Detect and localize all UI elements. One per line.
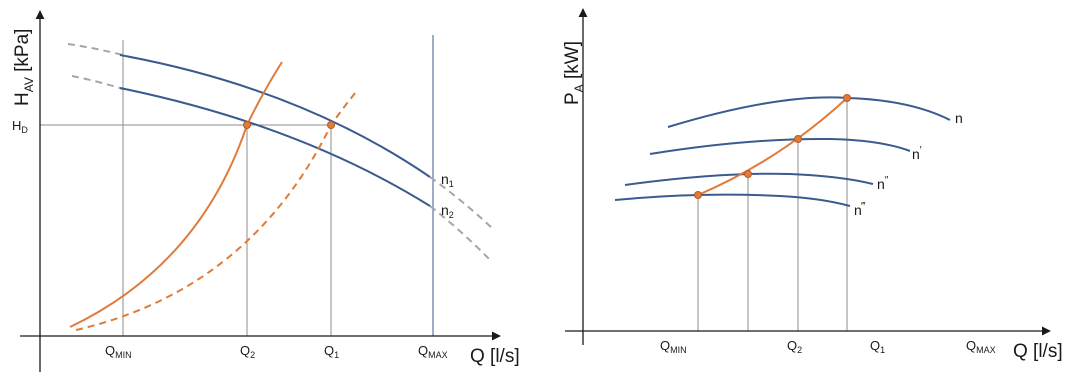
right-tick-q2: Q2	[787, 338, 802, 355]
pump-curve-n1	[119, 54, 431, 178]
right-tick-qmin: QMIN	[660, 338, 687, 355]
left-chart: HAV [kPa] HD QMIN Q2 Q1 QMAX Q [l/s] n1 …	[12, 10, 520, 372]
left-x-axis-title: Q [l/s]	[470, 346, 520, 367]
curve-label-n: n	[955, 110, 963, 126]
n1-extension-right	[429, 176, 493, 229]
system-curve-dashed	[75, 91, 357, 331]
operating-point-q2	[243, 121, 251, 129]
power-curve-n-prime	[649, 137, 911, 155]
n1-extension-left	[67, 43, 124, 56]
curve-label-n-triple: n‴	[854, 201, 866, 218]
n2-extension-right	[429, 205, 493, 263]
hd-label: HD	[12, 118, 28, 135]
power-point-mid	[744, 170, 752, 178]
left-tick-qmin: QMIN	[105, 343, 132, 360]
power-point-q1	[843, 94, 851, 102]
left-tick-q2: Q2	[240, 343, 255, 360]
right-tick-qmax: QMAX	[966, 338, 996, 355]
right-chart: PA [kW] QMIN Q2 Q1 QMAX Q [l/s] n n′ n″	[562, 8, 1063, 362]
curve-label-n-prime: n′	[912, 145, 922, 162]
curve-label-n1: n1	[441, 171, 454, 189]
right-tick-q1: Q1	[870, 338, 885, 355]
right-x-axis-title: Q [l/s]	[1013, 341, 1063, 362]
system-power-curve	[697, 97, 848, 196]
power-point-q2	[794, 135, 802, 143]
power-point-qmin	[694, 191, 702, 199]
right-y-axis-title: PA [kW]	[562, 41, 586, 105]
operating-point-q1	[327, 121, 335, 129]
power-curve-n-triple	[614, 193, 851, 207]
power-curve-n	[667, 96, 951, 128]
n2-extension-left	[71, 75, 124, 90]
left-y-axis-title: HAV [kPa]	[12, 29, 36, 106]
pump-curve-n2	[119, 87, 431, 207]
left-tick-qmax: QMAX	[418, 343, 448, 360]
curve-label-n-double: n″	[877, 175, 889, 192]
left-tick-q1: Q1	[324, 343, 339, 360]
power-curve-n-double	[624, 172, 874, 186]
curve-label-n2: n2	[441, 202, 454, 220]
system-curve-solid	[69, 61, 283, 328]
